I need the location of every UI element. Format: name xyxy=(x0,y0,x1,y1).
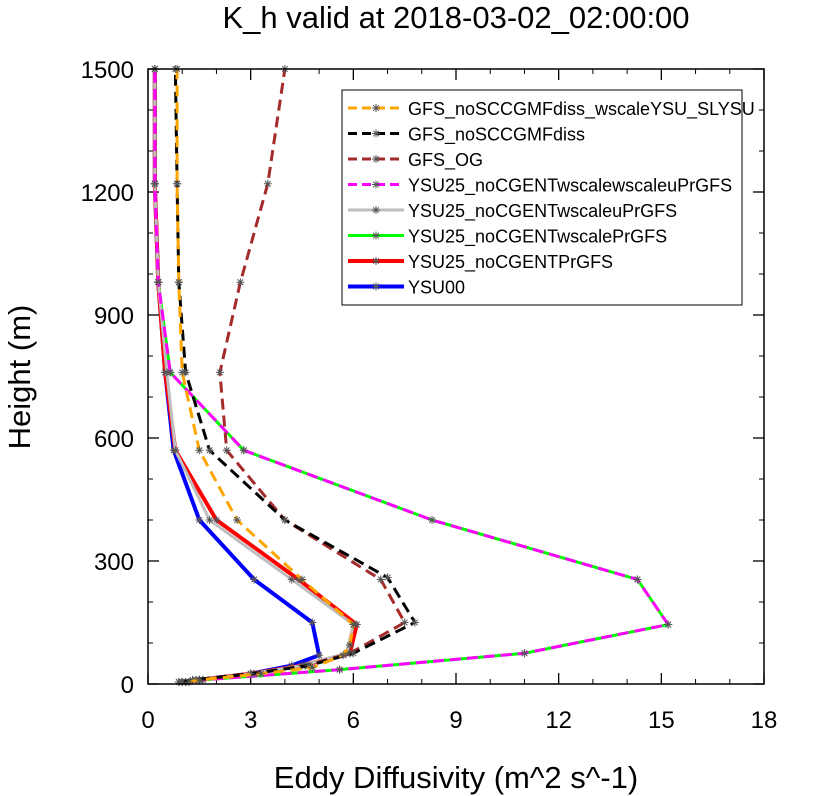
x-tick-label: 9 xyxy=(449,707,462,734)
legend-item: YSU25_noCGENTPrGFS xyxy=(348,252,613,273)
x-tick-label: 3 xyxy=(244,707,257,734)
y-tick-label: 300 xyxy=(94,549,134,576)
y-tick-label: 900 xyxy=(94,303,134,330)
legend: GFS_noSCCGMFdiss_wscaleYSU_SLYSU GFS_noSC… xyxy=(341,89,755,306)
data-point-marker xyxy=(308,618,317,627)
data-point-marker xyxy=(298,575,306,584)
y-tick-label: 0 xyxy=(121,672,134,699)
series-line xyxy=(175,69,355,684)
data-point-marker xyxy=(664,620,673,629)
data-point-marker xyxy=(178,677,187,686)
data-point-marker xyxy=(195,675,204,684)
data-point-marker xyxy=(222,446,231,455)
data-point-marker xyxy=(150,179,159,188)
data-point-marker xyxy=(195,516,204,524)
data-point-marker xyxy=(250,575,259,584)
legend-marker xyxy=(372,104,380,112)
data-point-marker xyxy=(410,618,419,627)
x-tick-label: 0 xyxy=(141,707,154,734)
legend-label: YSU25_noCGENTwscalePrGFS xyxy=(408,227,667,248)
legend-label: YSU25_noCGENTwscaleuPrGFS xyxy=(408,201,677,222)
x-tick-label: 15 xyxy=(648,707,675,734)
data-point-marker xyxy=(185,677,194,686)
legend-label: YSU00 xyxy=(408,278,465,298)
legend-marker xyxy=(372,257,380,265)
data-point-marker xyxy=(349,649,358,658)
legend-item: GFS_noSCCGMFdiss_wscaleYSU_SLYSU xyxy=(348,99,755,120)
legend-label: YSU25_noCGENTwscalewscaleuPrGFS xyxy=(408,176,732,197)
data-point-marker xyxy=(339,651,348,660)
chart-title: K_h valid at 2018-03-02_02:00:00 xyxy=(222,0,689,35)
x-tick-label: 12 xyxy=(545,707,572,734)
data-point-marker xyxy=(376,575,385,584)
series-line xyxy=(152,69,322,684)
legend-label: GFS_noSCCGMFdiss_wscaleYSU_SLYSU xyxy=(408,99,755,120)
series-line xyxy=(152,69,359,684)
data-point-marker xyxy=(383,573,392,582)
legend-box xyxy=(341,89,743,306)
data-point-marker xyxy=(212,516,221,524)
data-point-marker xyxy=(349,620,358,629)
data-point-marker xyxy=(428,516,437,524)
data-point-marker xyxy=(154,278,163,287)
data-point-marker xyxy=(236,278,245,287)
y-tick-label: 1200 xyxy=(81,180,134,207)
series-GFS_noSCCGMFdiss_wscaleYSU_SLYSU xyxy=(173,65,358,686)
legend-item: GFS_noSCCGMFdiss xyxy=(348,125,585,146)
data-point-marker xyxy=(256,669,265,678)
data-point-marker xyxy=(246,669,255,678)
data-point-marker xyxy=(345,641,354,650)
x-tick-label: 18 xyxy=(751,707,778,734)
data-point-marker xyxy=(239,446,248,455)
series-line xyxy=(153,69,670,684)
data-point-marker xyxy=(263,179,272,188)
y-axis-label: Height (m) xyxy=(2,305,37,450)
legend-item: YSU00 xyxy=(348,278,465,298)
y-tick-label: 1500 xyxy=(81,57,134,84)
data-point-marker xyxy=(195,446,204,455)
legend-item: YSU25_noCGENTwscalewscaleuPrGFS xyxy=(348,176,732,197)
data-point-marker xyxy=(308,663,317,672)
legend-marker xyxy=(372,155,380,163)
data-point-marker xyxy=(280,516,289,524)
legend-label: YSU25_noCGENTPrGFS xyxy=(408,252,613,273)
legend-marker xyxy=(372,206,380,214)
legend-marker xyxy=(372,180,380,189)
data-point-marker xyxy=(178,368,187,377)
data-point-marker xyxy=(215,368,224,377)
data-point-marker xyxy=(205,446,214,455)
axis-ticks: 0 3 6 9 12 15 18 0 300 600 900 1200 1500 xyxy=(81,57,778,734)
x-tick-label: 6 xyxy=(347,707,360,734)
data-point-marker xyxy=(315,651,324,660)
legend-marker xyxy=(372,231,380,240)
legend-marker xyxy=(372,282,380,291)
data-point-marker xyxy=(173,179,182,188)
data-point-marker xyxy=(335,665,344,674)
data-point-marker xyxy=(171,446,180,455)
legend-item: YSU25_noCGENTwscalePrGFS xyxy=(348,227,667,248)
data-point-marker xyxy=(400,618,409,627)
data-point-marker xyxy=(287,575,296,584)
data-point-marker xyxy=(232,516,241,524)
y-tick-label: 600 xyxy=(94,426,134,453)
data-point-marker xyxy=(174,278,183,287)
legend-item: GFS_OG xyxy=(348,150,483,171)
legend-label: GFS_noSCCGMFdiss xyxy=(408,125,585,146)
legend-marker xyxy=(372,129,380,138)
data-point-marker xyxy=(166,368,175,377)
data-point-marker xyxy=(633,575,642,584)
data-point-marker xyxy=(520,649,529,658)
legend-item: YSU25_noCGENTwscaleuPrGFS xyxy=(348,201,677,222)
data-point-marker xyxy=(205,516,214,524)
data-point-marker xyxy=(304,661,313,670)
x-axis-label: Eddy Diffusivity (m^2 s^-1) xyxy=(274,760,638,795)
legend-label: GFS_OG xyxy=(408,150,483,171)
plot-frame xyxy=(147,68,765,685)
